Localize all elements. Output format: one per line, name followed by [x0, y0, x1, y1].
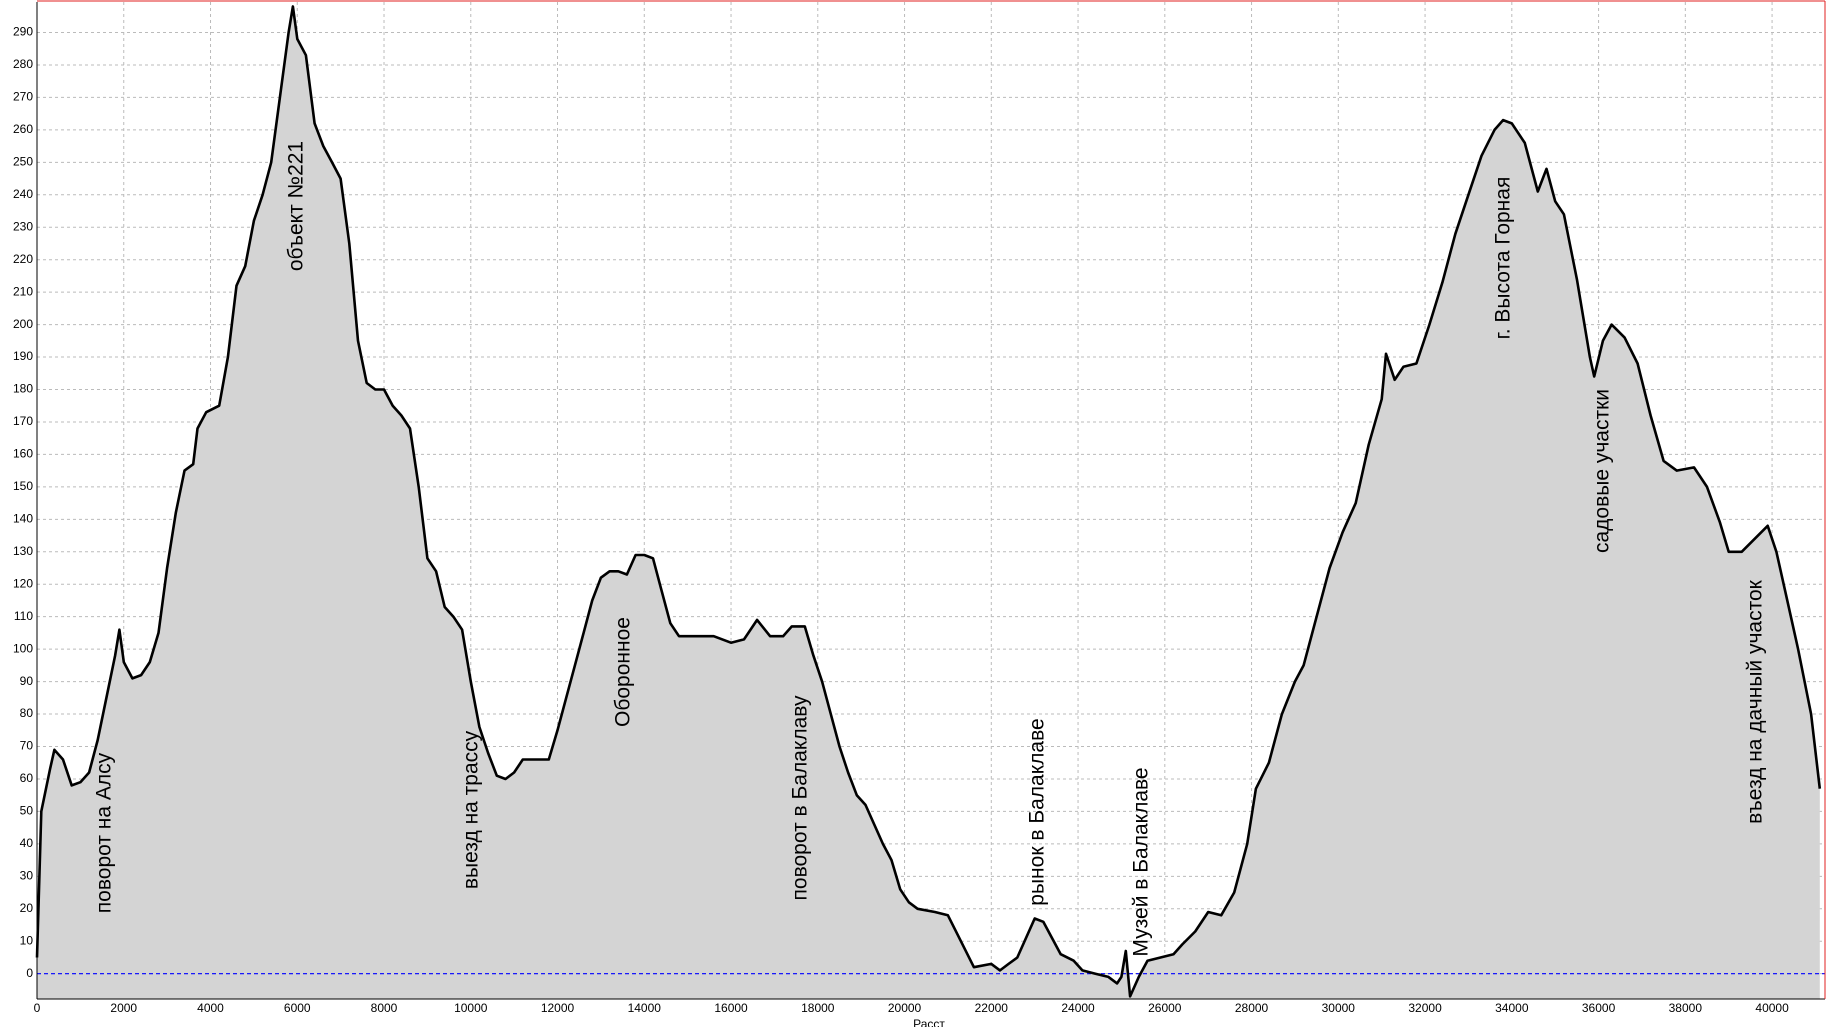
annotation: въезд на дачный участок — [1744, 579, 1767, 824]
y-tick-label: 160 — [13, 447, 33, 461]
x-tick-label: 0 — [34, 1001, 41, 1015]
y-tick-label: 90 — [20, 674, 34, 688]
annotation: объект №221 — [285, 141, 308, 271]
y-tick-label: 240 — [13, 187, 33, 201]
x-tick-label: 18000 — [801, 1001, 835, 1015]
x-axis-label: Расст — [913, 1017, 945, 1027]
annotation: Музей в Балаклаве — [1130, 767, 1153, 956]
x-tick-label: 30000 — [1322, 1001, 1356, 1015]
x-tick-label: 32000 — [1408, 1001, 1442, 1015]
y-tick-label: 250 — [13, 154, 33, 168]
y-tick-label: 50 — [20, 804, 34, 818]
x-tick-label: 38000 — [1669, 1001, 1703, 1015]
y-tick-label: 30 — [20, 868, 34, 882]
profile-line — [35, 5, 1822, 998]
x-tick-label: 40000 — [1755, 1001, 1789, 1015]
y-tick-label: 290 — [13, 25, 33, 39]
y-tick-label: 10 — [20, 933, 34, 947]
x-tick-label: 14000 — [628, 1001, 662, 1015]
x-tick-label: 6000 — [284, 1001, 311, 1015]
x-tick-label: 20000 — [888, 1001, 922, 1015]
x-tick-label: 2000 — [110, 1001, 137, 1015]
y-tick-label: 200 — [13, 317, 33, 331]
y-tick-label: 40 — [20, 836, 34, 850]
annotation: поворот в Балаклаву — [789, 695, 812, 900]
y-tick-label: 270 — [13, 90, 33, 104]
y-tick-label: 70 — [20, 739, 34, 753]
x-tick-label: 22000 — [975, 1001, 1009, 1015]
y-tick-label: 170 — [13, 414, 33, 428]
x-tick-label: 26000 — [1148, 1001, 1182, 1015]
x-tick-label: 16000 — [714, 1001, 748, 1015]
y-tick-label: 280 — [13, 57, 33, 71]
y-tick-label: 180 — [13, 382, 33, 396]
x-tick-label: 4000 — [197, 1001, 224, 1015]
y-tick-label: 110 — [14, 609, 33, 623]
y-tick-label: 20 — [20, 901, 34, 915]
x-tick-label: 24000 — [1061, 1001, 1095, 1015]
x-tick-label: 36000 — [1582, 1001, 1616, 1015]
y-tick-label: 230 — [13, 219, 33, 233]
x-tick-label: 10000 — [454, 1001, 488, 1015]
y-tick-label: 190 — [13, 349, 33, 363]
y-tick-label: 120 — [13, 576, 33, 590]
y-tick-label: 210 — [13, 284, 33, 298]
y-tick-label: 80 — [20, 706, 34, 720]
y-tick-label: 130 — [13, 544, 33, 558]
annotation: рынок в Балаклаве — [1026, 718, 1049, 905]
area-fill — [37, 6, 1820, 999]
y-tick-label: 220 — [13, 252, 33, 266]
annotation: г. Высота Горная — [1492, 177, 1515, 340]
y-tick-label: 60 — [20, 771, 34, 785]
annotation: выезд на трассу — [460, 730, 483, 889]
annotation: садовые участки — [1591, 389, 1614, 553]
annotation: поворот на Алсу — [93, 752, 116, 913]
x-tick-label: 8000 — [371, 1001, 398, 1015]
x-tick-label: 28000 — [1235, 1001, 1269, 1015]
y-tick-label: 140 — [13, 511, 33, 525]
x-tick-label: 12000 — [541, 1001, 575, 1015]
x-tick-label: 34000 — [1495, 1001, 1529, 1015]
y-tick-label: 150 — [13, 479, 33, 493]
y-tick-label: 0 — [26, 966, 33, 980]
y-tick-label: 260 — [13, 122, 33, 136]
y-tick-label: 100 — [13, 641, 33, 655]
annotation: Оборонное — [612, 617, 635, 727]
